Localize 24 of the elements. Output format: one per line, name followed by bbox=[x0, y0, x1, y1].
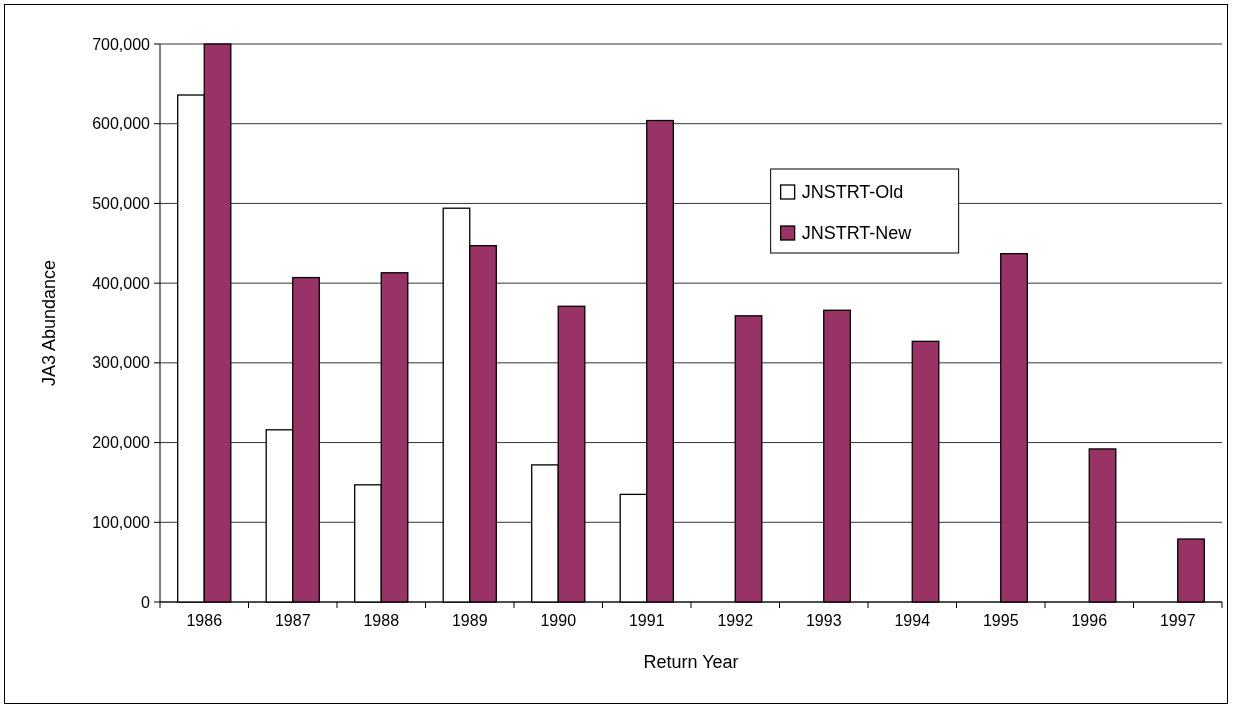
x-tick-label: 1996 bbox=[1071, 612, 1108, 629]
y-axis-title: JA3 Abundance bbox=[39, 259, 59, 387]
y-tick-label: 600,000 bbox=[92, 115, 151, 133]
y-tick-label: 300,000 bbox=[92, 354, 151, 372]
y-tick-label: 400,000 bbox=[92, 274, 151, 292]
y-tick-label: 700,000 bbox=[92, 35, 151, 53]
x-tick-label: 1986 bbox=[186, 612, 223, 629]
x-tick-label: 1992 bbox=[717, 612, 754, 629]
x-tick-label: 1991 bbox=[628, 612, 665, 629]
y-tick-label: 100,000 bbox=[92, 513, 151, 531]
x-tick-label: 1997 bbox=[1159, 612, 1196, 629]
x-tick-label: 1995 bbox=[982, 612, 1019, 629]
x-tick-label: 1993 bbox=[805, 612, 842, 629]
x-tick-label: 1988 bbox=[363, 612, 400, 629]
y-tick-label: 500,000 bbox=[92, 195, 151, 213]
x-tick-label: 1994 bbox=[894, 612, 931, 629]
y-tick-label: 200,000 bbox=[92, 434, 151, 452]
x-tick-label: 1989 bbox=[451, 612, 488, 629]
x-axis-title: Return Year bbox=[643, 652, 739, 672]
x-tick-label: 1987 bbox=[274, 612, 311, 629]
legend-label: JNSTRT-Old bbox=[801, 182, 904, 203]
legend-label: JNSTRT-New bbox=[801, 223, 913, 244]
y-tick-label: 0 bbox=[141, 593, 151, 611]
x-tick-label: 1990 bbox=[540, 612, 577, 629]
